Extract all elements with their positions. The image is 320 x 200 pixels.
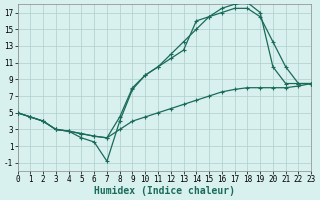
X-axis label: Humidex (Indice chaleur): Humidex (Indice chaleur) xyxy=(94,186,235,196)
